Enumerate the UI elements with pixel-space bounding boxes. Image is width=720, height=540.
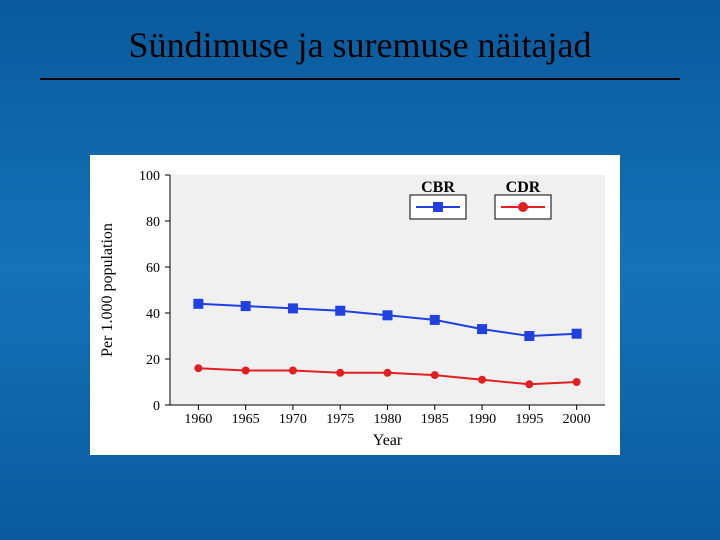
x-tick-label: 1975 bbox=[326, 412, 354, 427]
y-tick-label: 60 bbox=[146, 261, 160, 276]
marker-cdr bbox=[242, 367, 250, 375]
legend-label-cbr: CBR bbox=[421, 179, 455, 196]
x-tick-label: 1960 bbox=[184, 412, 212, 427]
x-tick-label: 1970 bbox=[279, 412, 307, 427]
x-ticks: 1960 1965 1970 1975 1980 1985 1990 1995 2000 bbox=[184, 405, 590, 427]
x-tick-label: 2000 bbox=[563, 412, 591, 427]
marker-cbr bbox=[477, 324, 487, 334]
x-tick-label: 1985 bbox=[421, 412, 449, 427]
marker-cbr bbox=[524, 331, 534, 341]
legend-marker-icon bbox=[518, 202, 528, 212]
x-tick-label: 1965 bbox=[232, 412, 260, 427]
marker-cdr bbox=[289, 367, 297, 375]
marker-cdr bbox=[336, 369, 344, 377]
title-underline bbox=[40, 78, 680, 80]
marker-cdr bbox=[384, 369, 392, 377]
marker-cdr bbox=[194, 364, 202, 372]
x-axis-label: Year bbox=[373, 432, 403, 449]
y-tick-label: 100 bbox=[139, 169, 160, 184]
marker-cbr bbox=[383, 310, 393, 320]
y-tick-label: 80 bbox=[146, 215, 160, 230]
y-ticks: 0 20 40 60 80 100 bbox=[139, 169, 170, 414]
slide-title: Sündimuse ja suremuse näitajad bbox=[129, 24, 592, 66]
marker-cbr bbox=[241, 301, 251, 311]
legend-marker-icon bbox=[433, 202, 443, 212]
marker-cbr bbox=[193, 299, 203, 309]
y-axis-label: Per 1.000 population bbox=[99, 223, 116, 357]
slide: Sündimuse ja suremuse näitajad 0 20 40 60 80… bbox=[0, 0, 720, 540]
y-tick-label: 20 bbox=[146, 353, 160, 368]
x-tick-label: 1995 bbox=[515, 412, 543, 427]
marker-cdr bbox=[573, 378, 581, 386]
title-wrap: Sündimuse ja suremuse näitajad bbox=[40, 10, 680, 80]
marker-cdr bbox=[525, 380, 533, 388]
marker-cbr bbox=[335, 306, 345, 316]
marker-cbr bbox=[572, 329, 582, 339]
marker-cdr bbox=[478, 376, 486, 384]
chart-svg: 0 20 40 60 80 100 1960 1965 1970 1975 1980 1985 199… bbox=[90, 155, 620, 455]
legend-label-cdr: CDR bbox=[506, 179, 541, 196]
x-tick-label: 1990 bbox=[468, 412, 496, 427]
marker-cbr bbox=[430, 315, 440, 325]
marker-cdr bbox=[431, 371, 439, 379]
chart-panel: 0 20 40 60 80 100 1960 1965 1970 1975 1980 1985 199… bbox=[90, 155, 620, 455]
marker-cbr bbox=[288, 303, 298, 313]
y-tick-label: 0 bbox=[153, 399, 160, 414]
x-tick-label: 1980 bbox=[374, 412, 402, 427]
y-tick-label: 40 bbox=[146, 307, 160, 322]
